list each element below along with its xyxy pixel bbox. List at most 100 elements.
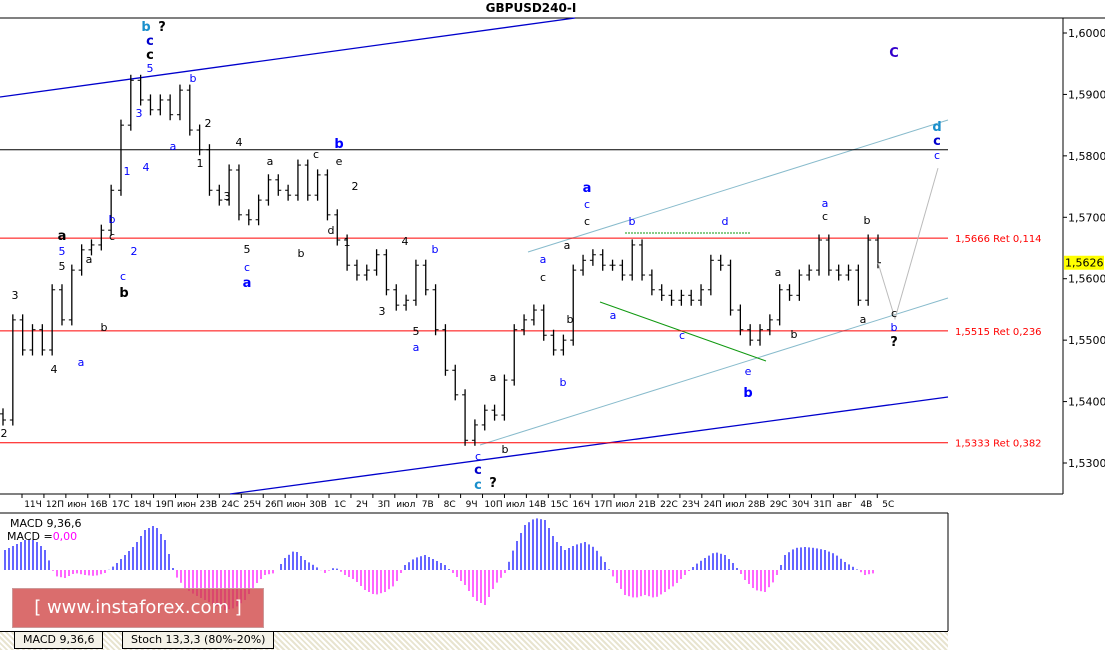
wave-label: b [891,321,898,334]
wave-label: a [540,253,547,266]
macd-label: MACD 9,36,6 [10,517,81,530]
x-tick-label: 28В [748,500,766,510]
x-tick-label: 19П [155,500,173,510]
wave-label: 1 [197,157,204,170]
x-tick-label: 31П [813,500,831,510]
wave-label: 3 [224,190,231,203]
wave-label: 2 [352,180,359,193]
y-tick-label: 1,5900 [1068,88,1105,101]
wave-label: a [490,371,497,384]
wave-label: a [58,229,67,244]
indicator-tabs: MACD 9,36,6 Stoch 13,3,3 (80%-20%) [0,631,948,650]
x-tick-label: 18Ч [134,500,152,510]
wave-label: 3 [379,305,386,318]
x-tick-label: 4В [860,500,872,510]
wave-label: c [584,215,590,228]
wave-label: c [822,210,828,223]
wave-label: a [583,181,592,196]
y-tick-label: 1,5800 [1068,150,1105,163]
x-tick-label: 30В [309,500,327,510]
wave-label: 5 [413,325,420,338]
wave-label: b [101,321,108,334]
x-tick-label: июл [725,500,744,510]
wave-label: c [474,478,482,493]
inner-channel-upper[interactable] [527,119,949,253]
x-tick-label: авг [837,500,853,510]
x-tick-label: июл [396,500,415,510]
fib-level-label: 1,5333 Ret 0,382 [955,439,1042,450]
wave-label: b [190,72,197,85]
wave-labels: b ?cc5b3a412143acbe2d1b5cabc2bca55a34ab24… [1,20,942,493]
x-tick-label: 1С [334,500,346,510]
macd-value-label: MACD =0,00 [7,530,77,543]
wave-label: 5 [59,260,66,273]
fib-level-label: 1,5666 Ret 0,114 [955,234,1042,245]
wave-label: a [610,309,617,322]
wave-label: b [298,247,305,260]
wave-label: c [146,48,154,63]
wave-label: c [679,329,685,342]
wave-label: 5 [59,245,66,258]
x-tick-label: 30Ч [792,500,810,510]
wave-label: b [629,215,636,228]
x-tick-label: 29С [770,500,788,510]
wave-label: b [791,328,798,341]
wave-label: a [564,239,571,252]
y-tick-label: 1,5700 [1068,211,1105,224]
x-tick-label: 16Ч [572,500,590,510]
wave-label: c [109,230,115,243]
wave-label: b [567,313,574,326]
x-tick-label: 12П [46,500,64,510]
x-tick-label: 9Ч [466,500,478,510]
inner-channel-lower[interactable] [479,297,949,446]
wave-label: 4 [143,161,150,174]
x-tick-label: 2Ч [356,500,368,510]
wave-label: 2 [1,427,8,440]
x-tick-label: 3П [378,500,391,510]
wave-label: d [328,224,335,237]
wave-label: a [170,140,177,153]
x-tick-label: июн [287,500,306,510]
y-tick-label: 1,5400 [1068,396,1105,409]
wave-label: b [109,213,116,226]
wave-label: a [78,356,85,369]
upper-channel-line[interactable] [0,17,576,98]
time-axis[interactable]: 11Ч 12П июн 16В 17С 18Ч 19П июн 23В 24С 25Ч 26П июн 3… [21,494,894,510]
wave-label: ? [890,335,898,350]
current-price-label: 1,5626 [1065,257,1104,270]
tab-macd[interactable]: MACD 9,36,6 [14,632,104,649]
y-tick-label: 1,5600 [1068,273,1105,286]
wave-label: 4 [51,363,58,376]
wave-label: ? [158,20,166,35]
wave-label: c [475,450,481,463]
wave-label: 3 [136,107,143,120]
wave-label: c [933,134,941,149]
x-tick-label: 24С [221,500,239,510]
price-axis[interactable]: 1,6000 1,5900 1,5800 1,5700 1,5600 1,5500 1,54… [1063,27,1105,470]
lower-channel-line[interactable] [229,396,949,495]
wave-label: 2 [131,245,138,258]
wave-label: c [934,149,940,162]
x-tick-label: 8С [444,500,456,510]
wave-label: e [745,365,752,378]
chart-title: GBPUSD240-I [485,1,577,15]
wave-label: 4 [402,235,409,248]
x-tick-label: июн [67,500,86,510]
x-tick-label: июл [616,500,635,510]
wave-label: c [244,261,250,274]
wave-label: a [775,266,782,279]
wave-label: c [540,271,546,284]
wave-label: ? [489,476,497,491]
wave-label: 1 [344,236,351,249]
wave-label: c [313,148,319,161]
tab-stoch[interactable]: Stoch 13,3,3 (80%-20%) [122,632,275,649]
wave-label: b [334,137,343,152]
fib-levels: 1,5666 Ret 0,114 1,5515 Ret 0,236 1,5333 R… [0,149,1042,450]
wave-label: a [86,253,93,266]
x-tick-label: 24П [704,500,722,510]
x-tick-label: июл [506,500,525,510]
wave-label: a [413,341,420,354]
triangle-lower-line[interactable] [599,301,767,362]
